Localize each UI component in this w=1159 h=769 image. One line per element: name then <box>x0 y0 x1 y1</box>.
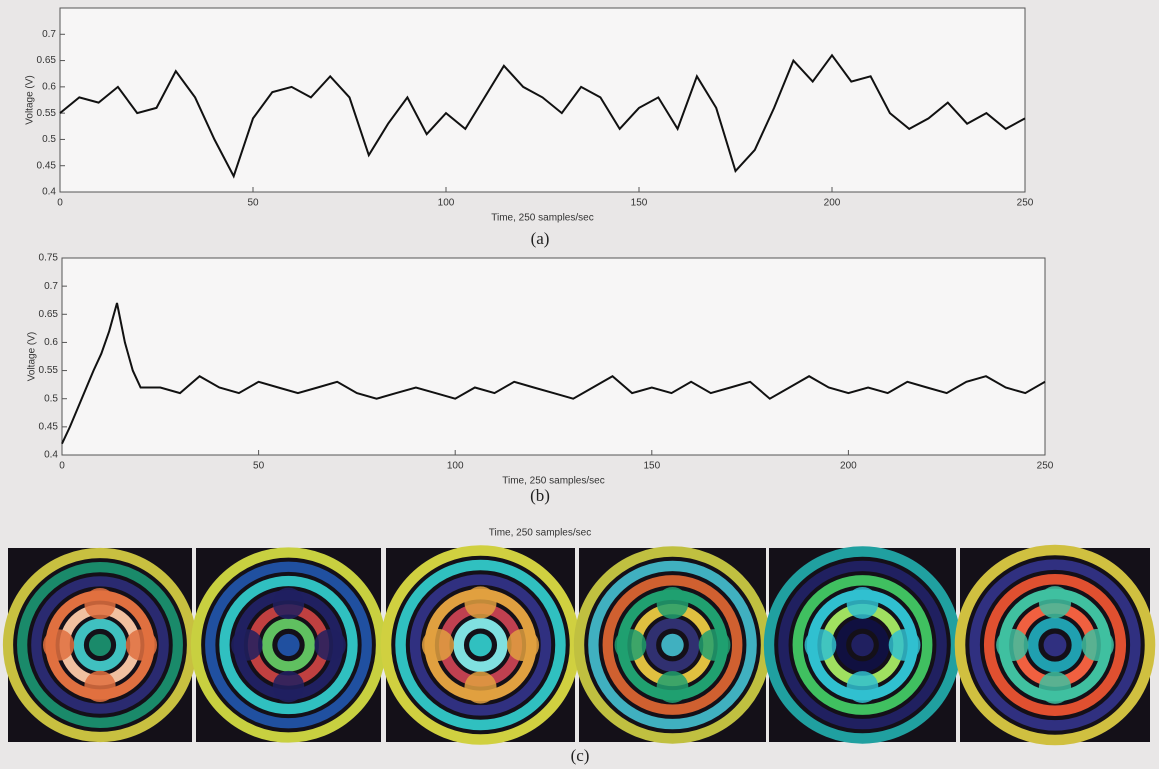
ring <box>1027 617 1083 673</box>
y-tick-label: 0.65 <box>37 55 57 66</box>
lobe <box>272 670 305 703</box>
center <box>851 633 874 657</box>
lobe <box>1081 628 1114 662</box>
lobe <box>421 628 455 662</box>
lobe <box>656 587 689 619</box>
image <box>190 547 387 743</box>
x-axis-label: Time, 250 samples/sec <box>491 213 593 224</box>
lobe <box>1038 586 1072 619</box>
lobe <box>888 629 921 661</box>
x-tick-label: 200 <box>824 198 841 209</box>
x-tick-label: 100 <box>447 461 464 472</box>
lobe <box>272 587 305 620</box>
x-tick-label: 0 <box>59 461 65 472</box>
x-tick-label: 50 <box>253 461 265 472</box>
lobe <box>804 629 837 661</box>
ring <box>792 575 933 715</box>
lobe <box>656 671 689 703</box>
y-tick-label: 0.5 <box>42 134 56 145</box>
ring <box>17 562 183 728</box>
ring <box>395 559 566 731</box>
ring <box>645 618 700 672</box>
x-tick-label: 50 <box>247 198 259 209</box>
lobe <box>125 629 158 661</box>
y-tick-label: 0.45 <box>37 160 57 171</box>
ring <box>73 618 127 672</box>
lobe <box>846 587 879 619</box>
lobe <box>84 670 116 703</box>
center <box>277 633 300 657</box>
ring <box>954 544 1156 746</box>
lobe <box>464 671 497 704</box>
y-tick-label: 0.6 <box>44 337 58 348</box>
lobe <box>506 628 540 662</box>
image <box>954 544 1156 746</box>
y-tick-label: 0.75 <box>39 253 59 264</box>
center <box>661 633 684 657</box>
lobe <box>614 629 647 661</box>
y-tick-label: 0.55 <box>37 108 57 119</box>
lobe <box>996 628 1029 662</box>
x-tick-label: 250 <box>1037 461 1054 472</box>
lobe <box>314 629 346 661</box>
lobe <box>84 587 116 620</box>
ring <box>983 573 1127 717</box>
ring <box>31 576 169 714</box>
image <box>573 546 772 744</box>
ring <box>588 560 757 730</box>
x-tick-label: 150 <box>631 198 648 209</box>
caption: (a) <box>531 229 550 248</box>
ring <box>262 618 315 672</box>
plot-area <box>59 7 1026 193</box>
line <box>61 302 1046 445</box>
center <box>88 633 112 657</box>
y-tick-label: 0.45 <box>39 421 59 432</box>
y-tick-label: 0.6 <box>42 81 56 92</box>
image <box>2 547 198 743</box>
y-tick-label: 0.4 <box>42 187 56 198</box>
x-tick-label: 200 <box>840 461 857 472</box>
ring <box>409 574 552 716</box>
y-tick-label: 0.55 <box>39 365 59 376</box>
ring <box>602 575 743 715</box>
y-tick-label: 0.7 <box>44 281 58 292</box>
ring <box>778 560 947 730</box>
lobe <box>1038 671 1072 704</box>
image <box>380 545 581 745</box>
y-tick-label: 0.7 <box>42 29 56 40</box>
lobe <box>846 671 879 703</box>
lobe <box>464 586 497 619</box>
x-tick-label: 0 <box>57 198 63 209</box>
y-axis-label: Voltage (V) <box>27 332 38 381</box>
ring <box>219 575 358 715</box>
lobe <box>698 629 731 661</box>
x-tick-label: 100 <box>438 198 455 209</box>
y-axis-label: Voltage (V) <box>25 75 36 124</box>
y-tick-label: 0.65 <box>39 309 59 320</box>
caption: (c) <box>571 746 590 765</box>
x-axis-label: Time, 250 samples/sec <box>502 476 604 487</box>
center <box>1043 633 1067 657</box>
lobe <box>231 629 263 661</box>
plot-area <box>61 257 1046 456</box>
lobe <box>42 629 75 661</box>
image <box>763 546 962 744</box>
line <box>59 53 1026 179</box>
x-tick-label: 250 <box>1017 198 1034 209</box>
x-tick-label: 150 <box>643 461 660 472</box>
caption: (b) <box>530 486 550 505</box>
y-tick-label: 0.5 <box>44 393 58 404</box>
ring <box>835 618 890 672</box>
ring <box>205 561 372 729</box>
ring <box>453 617 508 673</box>
y-tick-label: 0.4 <box>44 450 58 461</box>
center <box>469 633 492 657</box>
ring <box>969 559 1141 731</box>
x-axis-label: Time, 250 samples/sec <box>489 528 591 539</box>
